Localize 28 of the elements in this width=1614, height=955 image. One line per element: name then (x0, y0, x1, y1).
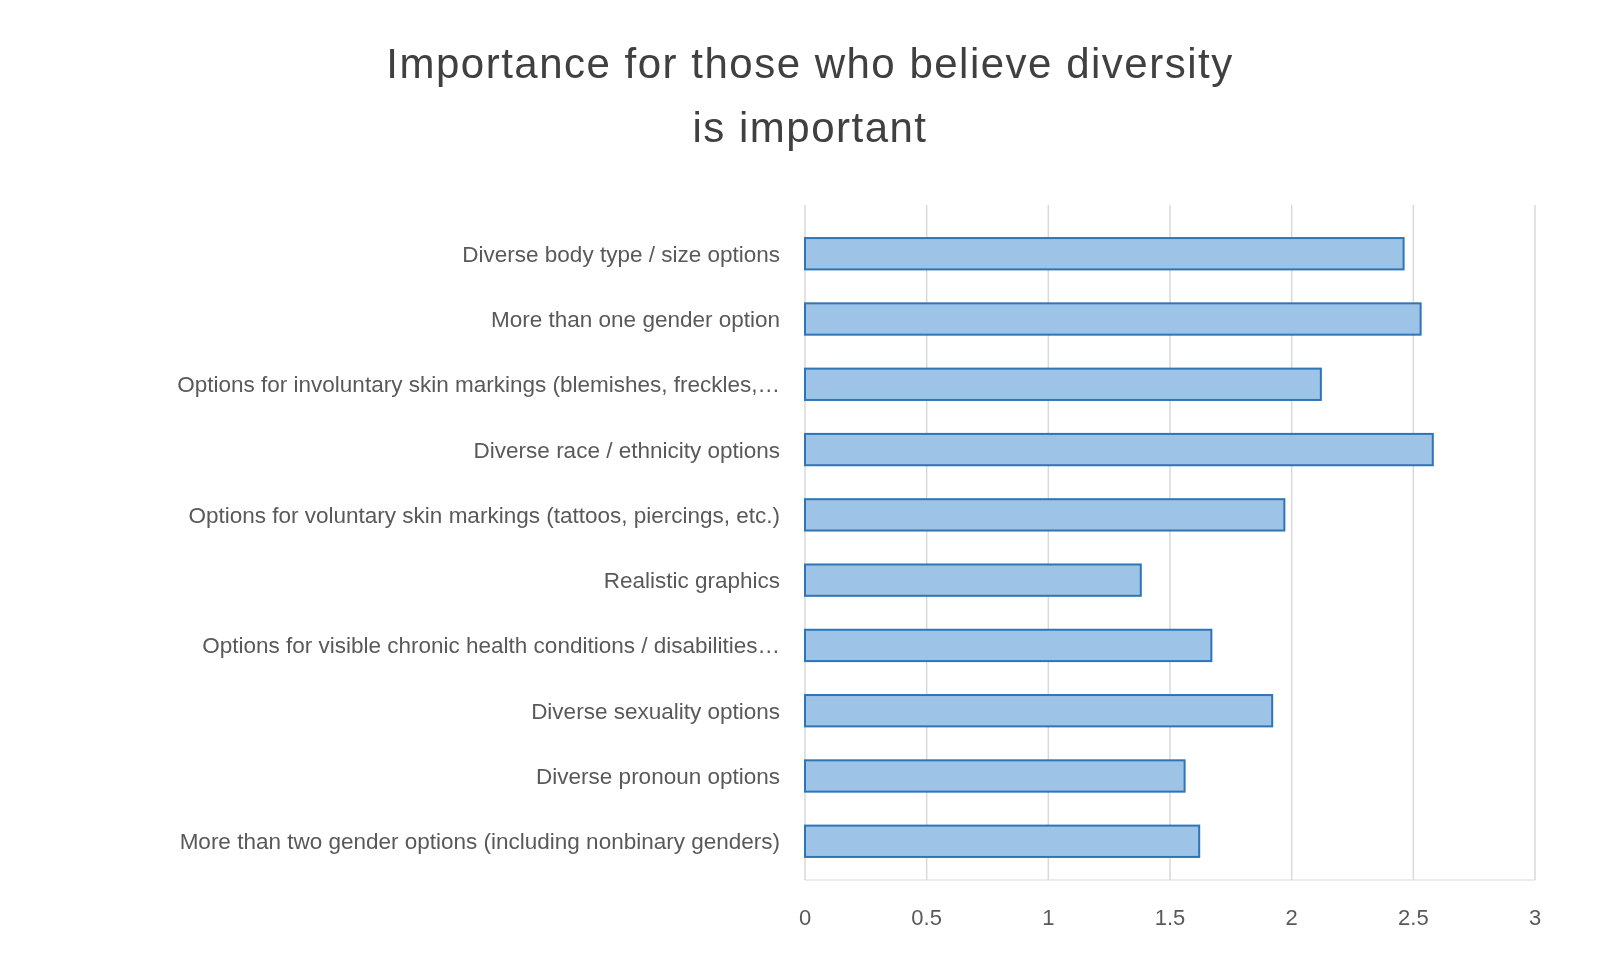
x-tick-label: 3 (1528, 905, 1542, 930)
bar (804, 237, 1405, 271)
bar (804, 302, 1422, 336)
bar (804, 432, 1434, 467)
x-tick-label: 1.5 (1154, 905, 1186, 930)
bar (804, 694, 1274, 728)
y-tick-label: Diverse sexuality options (531, 698, 780, 724)
y-tick-label: Options for visible chronic health conditions / disabilities… (202, 633, 780, 659)
x-tick-label: 0.5 (911, 905, 942, 930)
y-tick-label: Realistic graphics (603, 568, 780, 594)
bar (804, 498, 1286, 532)
x-tick-label: 1 (1042, 905, 1055, 930)
bar (804, 563, 1142, 597)
y-tick-label: Diverse race / ethnicity options (473, 437, 780, 463)
y-tick-label: Diverse body type / size options (462, 241, 780, 267)
chart-title: Importance for those who believe diversity is important (386, 40, 1234, 151)
bar (804, 824, 1201, 858)
y-tick-label: Diverse pronoun options (536, 763, 780, 789)
y-tick-label: More than one gender option (491, 307, 780, 333)
x-tick-label: 0 (798, 905, 812, 930)
y-tick-label: Options for involuntary skin markings (blemishes, freckles,… (177, 372, 780, 398)
bar (804, 628, 1213, 663)
y-tick-label: More than two gender options (including nonbinary genders) (179, 829, 780, 855)
bar (804, 759, 1186, 793)
x-tick-label: 2.5 (1398, 905, 1429, 930)
bar (804, 367, 1322, 401)
y-tick-label: Options for voluntary skin markings (tattoos, piercings, etc.) (188, 502, 780, 528)
x-tick-label: 2 (1285, 905, 1298, 930)
